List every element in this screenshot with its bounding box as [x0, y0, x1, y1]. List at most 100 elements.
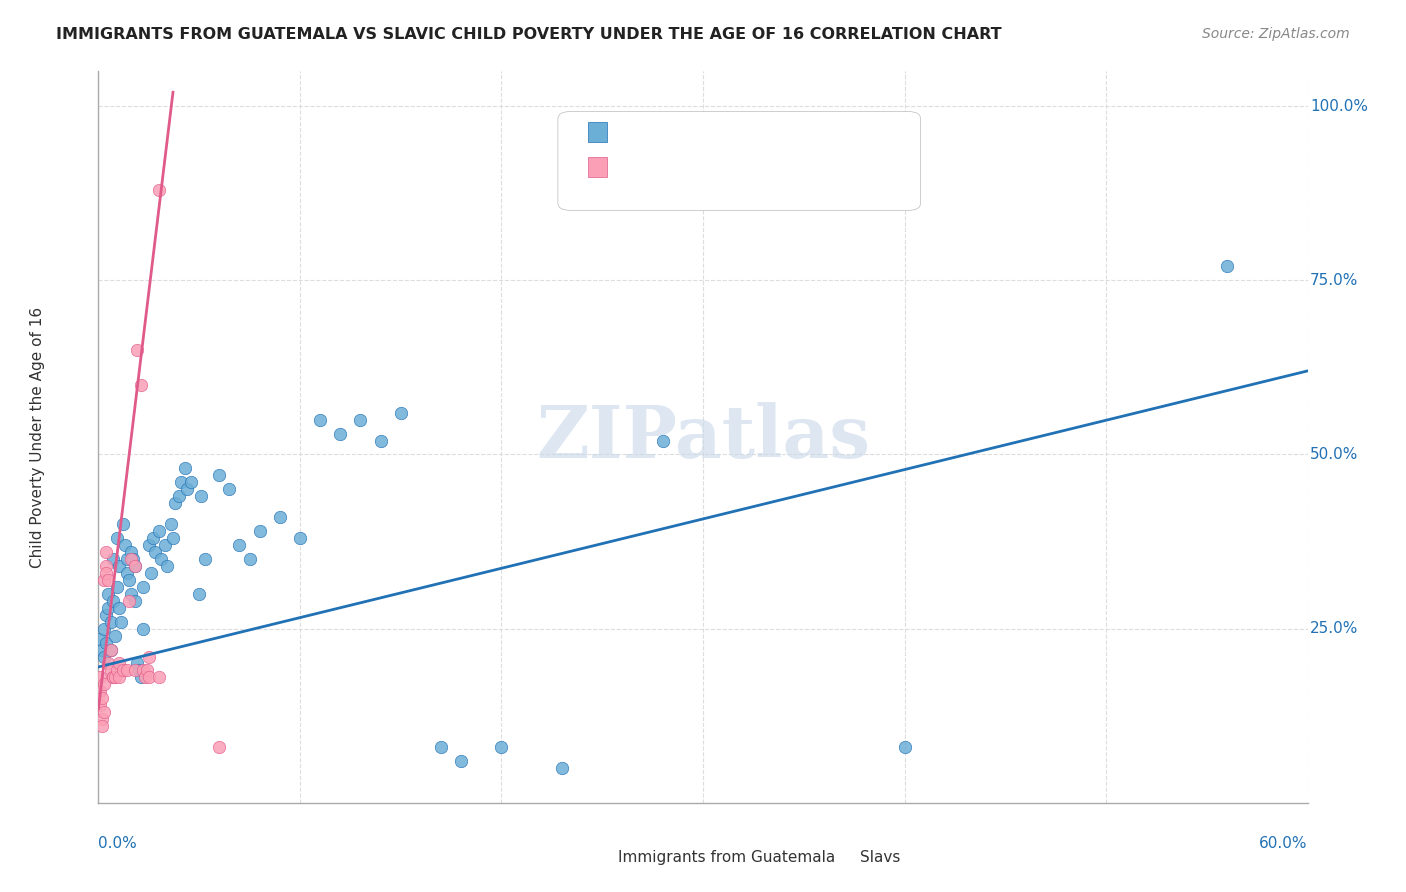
Point	[170, 475, 193, 490]
Point	[115, 552, 138, 566]
Point	[174, 461, 197, 475]
Point	[101, 594, 124, 608]
Point	[91, 642, 114, 657]
Text: N = 71: N = 71	[751, 124, 804, 139]
Point	[107, 558, 129, 573]
Point	[89, 632, 111, 646]
Text: 50.0%: 50.0%	[1310, 447, 1358, 462]
Point	[91, 719, 114, 733]
Point	[138, 538, 160, 552]
Point	[93, 622, 115, 636]
Point	[91, 691, 114, 706]
Point	[96, 566, 118, 580]
Point	[389, 406, 412, 420]
Point	[93, 573, 115, 587]
Point	[309, 412, 332, 426]
Point	[148, 183, 170, 197]
Point	[132, 580, 155, 594]
Text: 100.0%: 100.0%	[1310, 99, 1368, 113]
Point	[142, 531, 165, 545]
Point	[125, 343, 148, 357]
Point	[115, 664, 138, 678]
Point	[96, 607, 118, 622]
Point	[96, 558, 118, 573]
Point	[218, 483, 240, 497]
Point	[160, 517, 183, 532]
Text: Immigrants from Guatemala: Immigrants from Guatemala	[619, 850, 835, 865]
Point	[139, 566, 162, 580]
Point	[1216, 260, 1239, 274]
Point	[135, 664, 157, 678]
Point	[124, 594, 146, 608]
Point	[194, 552, 217, 566]
Text: 60.0%: 60.0%	[1260, 836, 1308, 851]
Point	[132, 664, 155, 678]
Point	[105, 531, 128, 545]
Point	[163, 496, 186, 510]
Point	[111, 517, 134, 532]
Point	[148, 524, 170, 538]
Point	[349, 412, 371, 426]
Point	[176, 483, 198, 497]
Point	[208, 468, 231, 483]
Point	[120, 552, 142, 566]
Point	[239, 552, 262, 566]
Point	[120, 545, 142, 559]
Text: 25.0%: 25.0%	[1310, 621, 1358, 636]
Point	[124, 558, 146, 573]
Point	[125, 657, 148, 671]
Point	[180, 475, 202, 490]
Text: 75.0%: 75.0%	[1310, 273, 1358, 288]
Point	[100, 642, 122, 657]
Point	[120, 587, 142, 601]
Bar	[824, 846, 851, 870]
Point	[370, 434, 392, 448]
Point	[190, 489, 212, 503]
Point	[118, 573, 141, 587]
Bar	[582, 846, 609, 870]
Point	[156, 558, 179, 573]
Point	[89, 670, 111, 684]
Point	[96, 635, 118, 649]
Text: R = 0.438: R = 0.438	[613, 124, 689, 139]
Point	[329, 426, 352, 441]
Point	[105, 664, 128, 678]
Point	[93, 677, 115, 691]
Point	[100, 642, 122, 657]
Point	[138, 670, 160, 684]
Point	[103, 670, 125, 684]
FancyBboxPatch shape	[558, 112, 921, 211]
Text: 0.0%: 0.0%	[98, 836, 138, 851]
Point	[93, 705, 115, 719]
Point	[129, 377, 152, 392]
Point	[100, 615, 122, 629]
Point	[167, 489, 190, 503]
Point	[551, 761, 574, 775]
Text: R = 0.626: R = 0.626	[613, 159, 689, 174]
Text: Child Poverty Under the Age of 16: Child Poverty Under the Age of 16	[31, 307, 45, 567]
Point	[134, 670, 156, 684]
Point	[208, 740, 231, 755]
Text: ZIPatlas: ZIPatlas	[536, 401, 870, 473]
Text: Slavs: Slavs	[860, 850, 901, 865]
Point	[101, 670, 124, 684]
Point	[96, 545, 118, 559]
Point	[114, 538, 136, 552]
Point	[651, 434, 673, 448]
Point	[89, 684, 111, 698]
Point	[97, 573, 120, 587]
Point	[153, 538, 176, 552]
Point	[103, 629, 125, 643]
Point	[110, 615, 132, 629]
Point	[91, 712, 114, 726]
Point	[97, 587, 120, 601]
Point	[100, 664, 122, 678]
Point	[288, 531, 311, 545]
Point	[105, 580, 128, 594]
Text: IMMIGRANTS FROM GUATEMALA VS SLAVIC CHILD POVERTY UNDER THE AGE OF 16 CORRELATIO: IMMIGRANTS FROM GUATEMALA VS SLAVIC CHIL…	[56, 27, 1002, 42]
Point	[111, 664, 134, 678]
Point	[228, 538, 250, 552]
Point	[188, 587, 211, 601]
Point	[162, 531, 184, 545]
Text: N = 38: N = 38	[751, 159, 804, 174]
